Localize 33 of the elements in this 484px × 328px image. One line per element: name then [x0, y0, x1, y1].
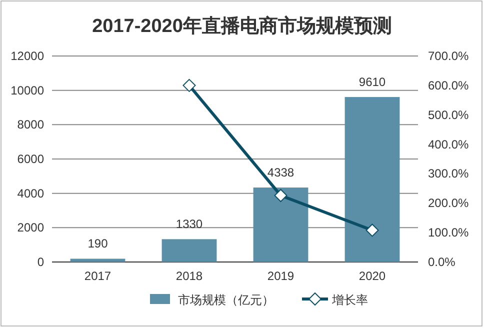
point [366, 224, 379, 237]
y2-tick-label: 300.0% [428, 166, 470, 181]
y2-tick-label: 600.0% [428, 78, 470, 92]
y2-tick-label: 100.0% [428, 226, 470, 240]
data-label: 190 [88, 236, 108, 251]
legend-label: 增长率 [331, 293, 368, 307]
y-tick-label: 8000 [17, 118, 44, 132]
point [274, 188, 288, 202]
y2-tick-label: 700.0% [428, 49, 470, 63]
x-tick-label: 2019 [267, 269, 294, 283]
data-label: 9610 [358, 75, 386, 90]
y2-tick-label: 400.0% [428, 137, 470, 152]
point [182, 78, 196, 92]
data-label: 4338 [267, 166, 294, 180]
y2-tick-label: 0.0% [428, 255, 456, 269]
y-tick-label: 0 [37, 255, 44, 269]
x-tick-label: 2020 [358, 269, 386, 283]
bar [253, 188, 308, 262]
x-tick-label: 2018 [176, 269, 203, 283]
x-tick-label: 2017 [84, 269, 112, 283]
y-tick-label: 6000 [17, 152, 44, 166]
chart-title: 2017-2020年直播电商市场规模预测 [92, 15, 392, 37]
y2-tick-label: 200.0% [428, 196, 470, 210]
y2-tick-label: 500.0% [428, 108, 470, 122]
y-tick-label: 10000 [10, 83, 44, 98]
y-tick-label: 12000 [10, 49, 44, 63]
bar [70, 258, 126, 262]
bar [344, 97, 400, 262]
y-tick-label: 2000 [17, 220, 44, 235]
bar [162, 239, 217, 262]
legend-label: 市场规模（亿元） [178, 293, 274, 307]
data-label: 1330 [176, 217, 203, 232]
y-tick-label: 4000 [17, 186, 44, 200]
